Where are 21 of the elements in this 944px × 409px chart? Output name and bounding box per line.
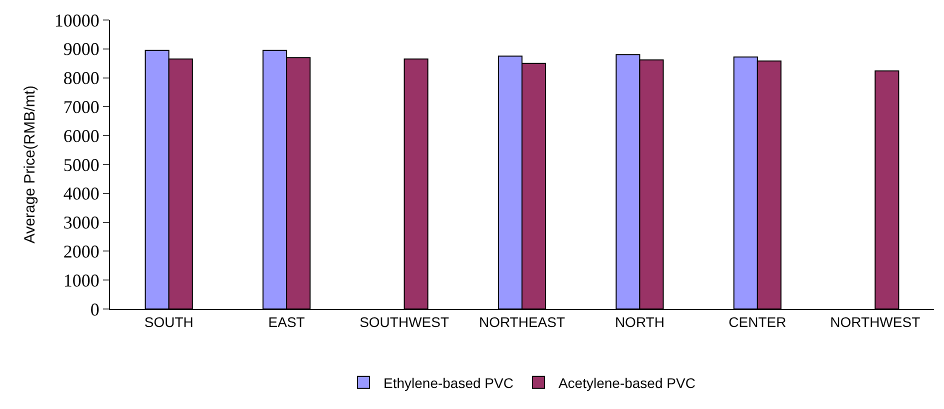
x-tick-label: NORTHWEST <box>830 314 921 330</box>
x-tick-label: EAST <box>268 314 306 330</box>
x-tick-label: SOUTHWEST <box>360 314 450 330</box>
x-tick-label: NORTH <box>614 314 664 330</box>
y-tick-label: 7000 <box>63 97 100 117</box>
y-tick-label: 2000 <box>63 242 100 262</box>
y-tick-label: 0 <box>90 299 100 320</box>
y-tick-label: 5000 <box>63 154 100 175</box>
legend-label: Acetylene-based PVC <box>558 374 696 391</box>
y-tick-label: 1000 <box>63 270 100 290</box>
y-axis-title: Average Price(RMB/mt) <box>22 85 39 244</box>
y-tick-label: 3000 <box>63 212 100 233</box>
x-tick-label: SOUTH <box>144 314 194 330</box>
x-tick-label: CENTER <box>728 314 786 330</box>
y-tick-label: 10000 <box>54 10 100 30</box>
legend-label: Ethylene-based PVC <box>384 374 514 391</box>
x-tick-label: NORTHEAST <box>478 314 566 330</box>
y-tick-label: 9000 <box>63 39 100 60</box>
y-tick-label: 8000 <box>63 68 100 88</box>
y-tick-label: 4000 <box>63 184 100 204</box>
y-tick-label: 6000 <box>63 126 100 146</box>
